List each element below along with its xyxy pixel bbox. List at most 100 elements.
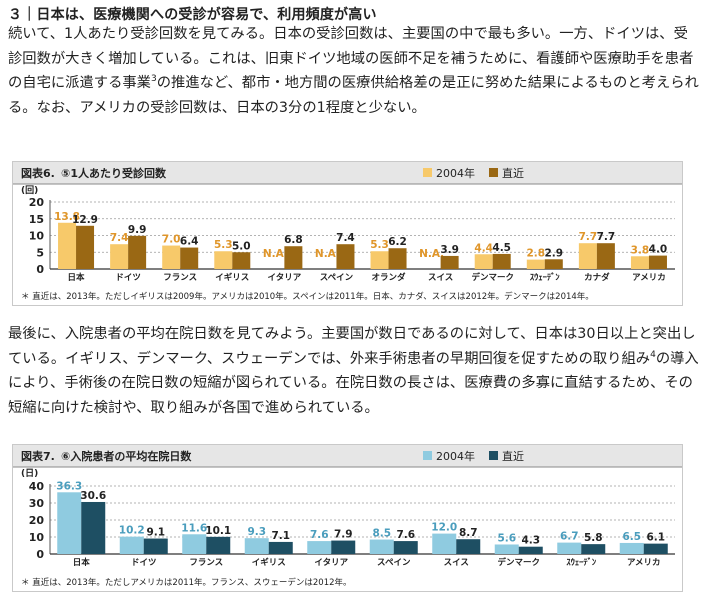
bar	[492, 253, 511, 269]
data-label: N.A.	[419, 248, 444, 260]
data-label: 4.0	[649, 244, 668, 256]
bar	[456, 539, 481, 554]
data-label: 4.5	[492, 242, 511, 254]
x-tick-label: デンマーク	[471, 272, 514, 283]
y-tick-label: 0	[36, 548, 44, 561]
legend-label: 2004年	[436, 449, 475, 463]
bar	[119, 536, 144, 554]
bar	[336, 244, 355, 269]
bar	[557, 542, 582, 554]
bar	[370, 251, 389, 269]
bar	[474, 254, 493, 269]
x-tick-label: スイス	[428, 273, 453, 283]
legend-label: 直近	[502, 166, 524, 180]
y-tick-label: 20	[29, 196, 45, 209]
legend-swatch	[489, 451, 498, 460]
bar	[307, 541, 332, 554]
data-label: 11.6	[181, 522, 207, 534]
bar	[162, 245, 181, 269]
data-label: 5.3	[214, 239, 233, 251]
bar	[143, 538, 168, 554]
data-label: 9.1	[146, 527, 165, 539]
bar	[648, 255, 667, 269]
y-tick-label: 30	[29, 497, 45, 510]
bar	[268, 541, 293, 554]
data-label: 5.0	[232, 240, 251, 252]
x-tick-label: イタリア	[314, 557, 348, 568]
chart-title: ⑥入院患者の平均在院日数	[61, 449, 192, 463]
data-label: 8.5	[372, 528, 391, 540]
figure-label: 図表7.	[21, 449, 55, 463]
footnote-ref[interactable]: 4	[650, 349, 656, 360]
x-tick-label: スペイン	[377, 558, 411, 568]
data-label: 8.7	[459, 527, 478, 539]
bar	[182, 534, 207, 554]
x-tick-label: イギリス	[252, 557, 286, 568]
bar	[630, 256, 649, 269]
bar	[128, 235, 147, 269]
data-label: 3.9	[440, 244, 459, 256]
x-tick-label: フランス	[189, 558, 223, 568]
data-label: 12.0	[431, 522, 457, 534]
data-label: 13.8	[54, 211, 80, 223]
paragraph-hospital-stay: 最後に、入院患者の平均在院日数を見てみよう。主要国が数日であるのに対して、日本は…	[8, 322, 702, 432]
paragraph-visits: 続いて、1人あたり受診回数を見てみる。日本の受診回数は、主要国の中で最も多い。一…	[8, 22, 702, 146]
chart-header-band	[13, 445, 682, 467]
data-label: 5.3	[370, 239, 389, 251]
data-label: 5.6	[497, 532, 516, 544]
bar	[369, 539, 394, 554]
bar	[393, 541, 418, 554]
data-label: 7.6	[310, 529, 329, 541]
bar	[578, 243, 597, 269]
y-tick-label: 5	[36, 246, 44, 259]
x-tick-label: ｽｳｪｰﾃﾞﾝ	[566, 557, 597, 568]
x-tick-label: ドイツ	[131, 558, 157, 568]
x-tick-label: イギリス	[215, 272, 249, 283]
y-tick-label: 40	[29, 480, 45, 493]
data-label: 9.3	[247, 526, 266, 538]
paragraph-text: の推進など、都市・地方間の医療供給格差の是正に努めた結果によるものと考えられる。…	[8, 75, 699, 116]
bar	[110, 244, 129, 269]
bar	[331, 540, 356, 554]
data-label: 4.4	[474, 242, 493, 254]
chart-header-band	[13, 162, 682, 184]
data-label: 6.1	[646, 532, 665, 544]
chart-title: ⑤1人あたり受診回数	[61, 166, 167, 180]
y-tick-label: 0	[36, 263, 44, 276]
bar	[596, 243, 615, 269]
x-tick-label: カナダ	[584, 272, 610, 283]
data-label: 10.1	[205, 525, 231, 537]
y-tick-label: 10	[29, 531, 45, 544]
data-label: 6.5	[622, 531, 641, 543]
x-tick-label: スイス	[444, 558, 469, 568]
bar	[57, 492, 82, 554]
legend-label: 2004年	[436, 166, 475, 180]
chart-svg: 図表6. ⑤1人あたり受診回数 2004年 直近 (回) 0 5 10 15 20 13.812.9…	[13, 162, 682, 302]
bar	[518, 546, 543, 554]
data-label: 6.4	[180, 236, 199, 248]
x-tick-label: アメリカ	[632, 273, 666, 283]
bar	[432, 533, 457, 554]
y-axis-unit: (日)	[21, 468, 38, 479]
chart-visits-per-person: 図表6. ⑤1人あたり受診回数 2004年 直近 (回) 0 5 10 15 20 13.8 12.9…	[12, 161, 683, 306]
bar	[284, 246, 303, 269]
data-label: 4.3	[521, 535, 540, 547]
x-tick-label: デンマーク	[497, 557, 540, 568]
bar	[581, 544, 606, 554]
data-label: 36.3	[56, 480, 82, 492]
y-tick-label: 15	[29, 213, 44, 226]
bar	[440, 255, 459, 269]
data-label: 6.8	[284, 234, 303, 246]
figure-label: 図表6.	[21, 166, 55, 180]
paragraph-text: 最後に、入院患者の平均在院日数を見てみよう。主要国が数日であるのに対して、日本は…	[8, 326, 696, 367]
chart-footnote: ＊ 直近は、2013年。ただしアメリカは2011年。フランス、スウェーデンは20…	[21, 577, 352, 588]
chart-footnote: ＊ 直近は、2013年。ただしイギリスは2009年。アメリカは2010年。スペイ…	[21, 291, 594, 302]
x-tick-label: アメリカ	[627, 558, 661, 568]
data-label: N.A.	[263, 248, 288, 260]
footnote-ref[interactable]: 3	[150, 74, 157, 85]
data-label: 7.0	[162, 234, 181, 246]
legend-label: 直近	[502, 449, 524, 463]
data-label: 6.7	[560, 531, 579, 543]
x-tick-label: ドイツ	[115, 273, 141, 283]
